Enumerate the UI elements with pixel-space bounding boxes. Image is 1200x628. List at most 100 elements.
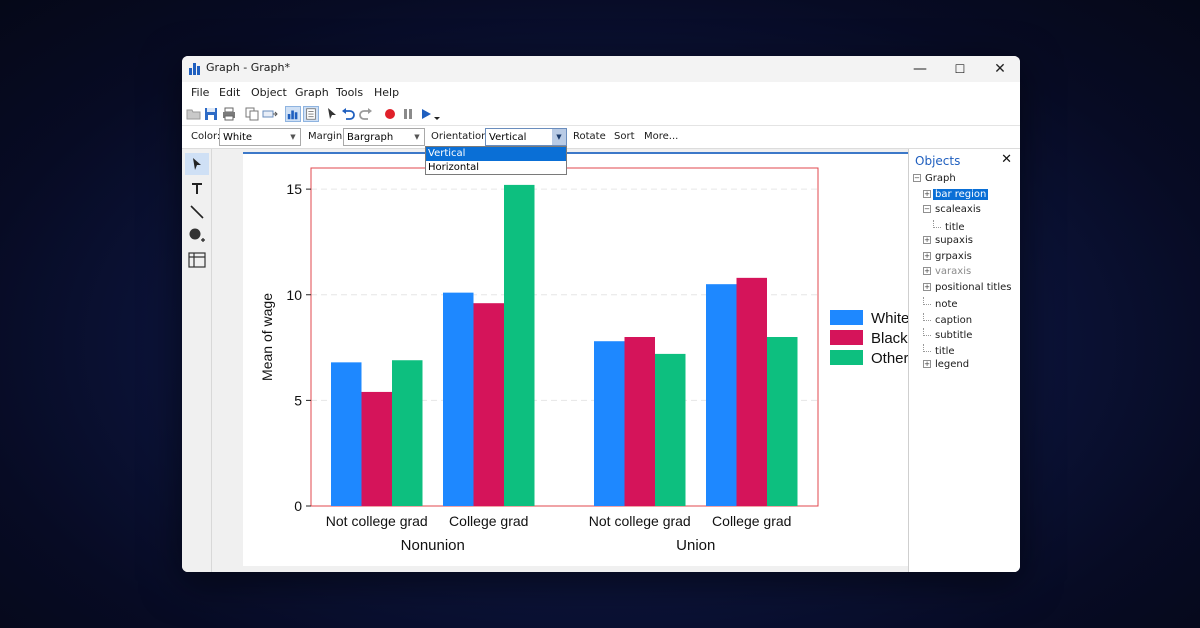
window-title: Graph - Graph* bbox=[206, 61, 290, 74]
tree-node[interactable]: + supaxis bbox=[923, 235, 975, 249]
chevron-down-icon: ▼ bbox=[552, 129, 566, 145]
menu-tools[interactable]: Tools bbox=[336, 86, 364, 99]
tree-node[interactable]: + grpaxis bbox=[923, 251, 974, 265]
grid-tool[interactable] bbox=[185, 249, 209, 271]
tree-node-label: scaleaxis bbox=[935, 204, 981, 215]
tree-connector bbox=[923, 312, 931, 321]
rename-icon[interactable] bbox=[262, 106, 278, 122]
copy-icon[interactable] bbox=[244, 106, 260, 122]
collapse-icon[interactable]: − bbox=[923, 205, 931, 213]
color-select[interactable]: White ▼ bbox=[219, 128, 301, 146]
text-icon bbox=[192, 183, 202, 194]
objects-panel-close-icon[interactable]: ✕ bbox=[1001, 152, 1012, 167]
orientation-label: Orientation: bbox=[431, 131, 491, 142]
expand-icon[interactable]: + bbox=[923, 251, 931, 260]
option-horizontal[interactable]: Horizontal bbox=[428, 162, 480, 173]
tree-node[interactable]: subtitle bbox=[923, 328, 974, 342]
tree-node[interactable]: + positional titles bbox=[923, 282, 1013, 296]
bar-chart[interactable]: 0 5 10 15 Mean of wage Not college grad Colleg… bbox=[243, 154, 936, 566]
legend-swatch bbox=[830, 310, 863, 325]
redo-icon[interactable] bbox=[358, 106, 374, 122]
y-axis-label: Mean of wage bbox=[259, 293, 275, 381]
menu-bar: File Edit Object Graph Tools Help bbox=[182, 82, 1020, 102]
menu-file[interactable]: File bbox=[191, 86, 210, 99]
pause-icon[interactable] bbox=[400, 106, 416, 122]
tree-node[interactable]: caption bbox=[923, 312, 974, 327]
tree-node-label: caption bbox=[935, 314, 973, 326]
play-icon[interactable] bbox=[418, 106, 434, 122]
color-select-value: White bbox=[223, 132, 253, 143]
graph-editor-window: Graph - Graph* — ☐ ✕ File Edit Object Gr… bbox=[182, 56, 1020, 572]
marker-tool[interactable] bbox=[185, 225, 209, 247]
objects-panel: Objects ✕ − Graph + bar region − scaleaxis tit… bbox=[908, 149, 1020, 572]
maximize-button[interactable]: ☐ bbox=[954, 62, 966, 76]
sort-button[interactable]: Sort bbox=[614, 131, 635, 142]
marker-icon bbox=[189, 228, 205, 242]
tree-connector bbox=[933, 219, 941, 228]
tree-node[interactable]: + bar region bbox=[923, 188, 989, 203]
text-tool[interactable] bbox=[185, 177, 209, 199]
menu-graph[interactable]: Graph bbox=[295, 86, 329, 99]
margin-select[interactable]: Bargraph ▼ bbox=[343, 128, 425, 146]
line-tool[interactable] bbox=[185, 201, 209, 223]
bar-black bbox=[361, 391, 392, 506]
save-icon[interactable] bbox=[203, 106, 219, 122]
expand-icon[interactable]: + bbox=[923, 236, 931, 244]
tree-node[interactable]: title bbox=[923, 343, 957, 358]
tree-node-label: varaxis bbox=[935, 266, 972, 277]
orientation-dropdown-list: Vertical Horizontal bbox=[425, 146, 567, 175]
chevron-down-icon: ▼ bbox=[414, 133, 420, 141]
tree-node-label: note bbox=[935, 299, 958, 310]
expand-icon[interactable]: + bbox=[923, 189, 931, 198]
category-label: Not college grad bbox=[326, 513, 428, 529]
print-icon[interactable] bbox=[221, 106, 237, 122]
tree-node-label: Graph bbox=[925, 173, 956, 184]
tree-node[interactable]: + varaxis bbox=[923, 266, 973, 280]
graph-canvas[interactable]: 0 5 10 15 Mean of wage Not college grad Colleg… bbox=[243, 152, 936, 566]
collapse-icon[interactable]: − bbox=[913, 174, 921, 182]
y-tick-label: 15 bbox=[286, 181, 302, 197]
object-browser-icon[interactable] bbox=[303, 106, 319, 122]
bar-white bbox=[594, 341, 625, 506]
graph-editor-icon[interactable] bbox=[285, 106, 301, 122]
undo-icon[interactable] bbox=[340, 106, 356, 122]
record-icon[interactable] bbox=[382, 106, 398, 122]
orientation-select[interactable]: Vertical ▼ bbox=[485, 128, 567, 146]
group-label: Nonunion bbox=[401, 537, 465, 554]
expand-icon[interactable]: + bbox=[923, 360, 931, 368]
tree-node[interactable]: title bbox=[933, 219, 967, 234]
legend-swatch bbox=[830, 350, 863, 365]
tree-node[interactable]: − Graph bbox=[913, 173, 958, 187]
option-vertical[interactable]: Vertical bbox=[426, 147, 566, 161]
play-dropdown-icon[interactable] bbox=[432, 110, 442, 122]
bar-black bbox=[736, 277, 767, 506]
close-button[interactable]: ✕ bbox=[994, 61, 1006, 77]
tree-node[interactable]: + legend bbox=[923, 359, 971, 373]
menu-help[interactable]: Help bbox=[374, 86, 400, 99]
expand-icon[interactable]: + bbox=[923, 267, 931, 275]
menu-object[interactable]: Object bbox=[251, 86, 287, 99]
bar-other bbox=[655, 353, 686, 506]
chevron-down-icon: ▼ bbox=[290, 133, 296, 141]
menu-edit[interactable]: Edit bbox=[219, 86, 241, 99]
select-arrow-icon[interactable] bbox=[324, 106, 340, 122]
legend-label: Black bbox=[871, 330, 908, 347]
category-label: Not college grad bbox=[589, 513, 691, 529]
tree-node-label: grpaxis bbox=[935, 250, 972, 262]
tree-node-label: supaxis bbox=[935, 235, 973, 246]
tree-node[interactable]: note bbox=[923, 297, 960, 311]
tree-connector bbox=[923, 343, 931, 352]
tree-connector bbox=[923, 328, 931, 336]
pointer-tool[interactable] bbox=[185, 153, 209, 175]
objects-panel-title: Objects bbox=[915, 154, 961, 168]
contextual-toolbar: Color: White ▼ Margin: Bargraph ▼ Orient… bbox=[182, 126, 1020, 149]
legend-label: White bbox=[871, 310, 909, 327]
tree-node[interactable]: − scaleaxis bbox=[923, 204, 983, 218]
canvas-area: 0 5 10 15 Mean of wage Not college grad Colleg… bbox=[212, 149, 936, 572]
open-icon[interactable] bbox=[186, 106, 202, 122]
expand-icon[interactable]: + bbox=[923, 282, 931, 291]
rotate-button[interactable]: Rotate bbox=[573, 131, 606, 142]
minimize-button[interactable]: — bbox=[913, 61, 927, 77]
pointer-icon bbox=[193, 158, 201, 170]
more-button[interactable]: More... bbox=[644, 131, 679, 142]
